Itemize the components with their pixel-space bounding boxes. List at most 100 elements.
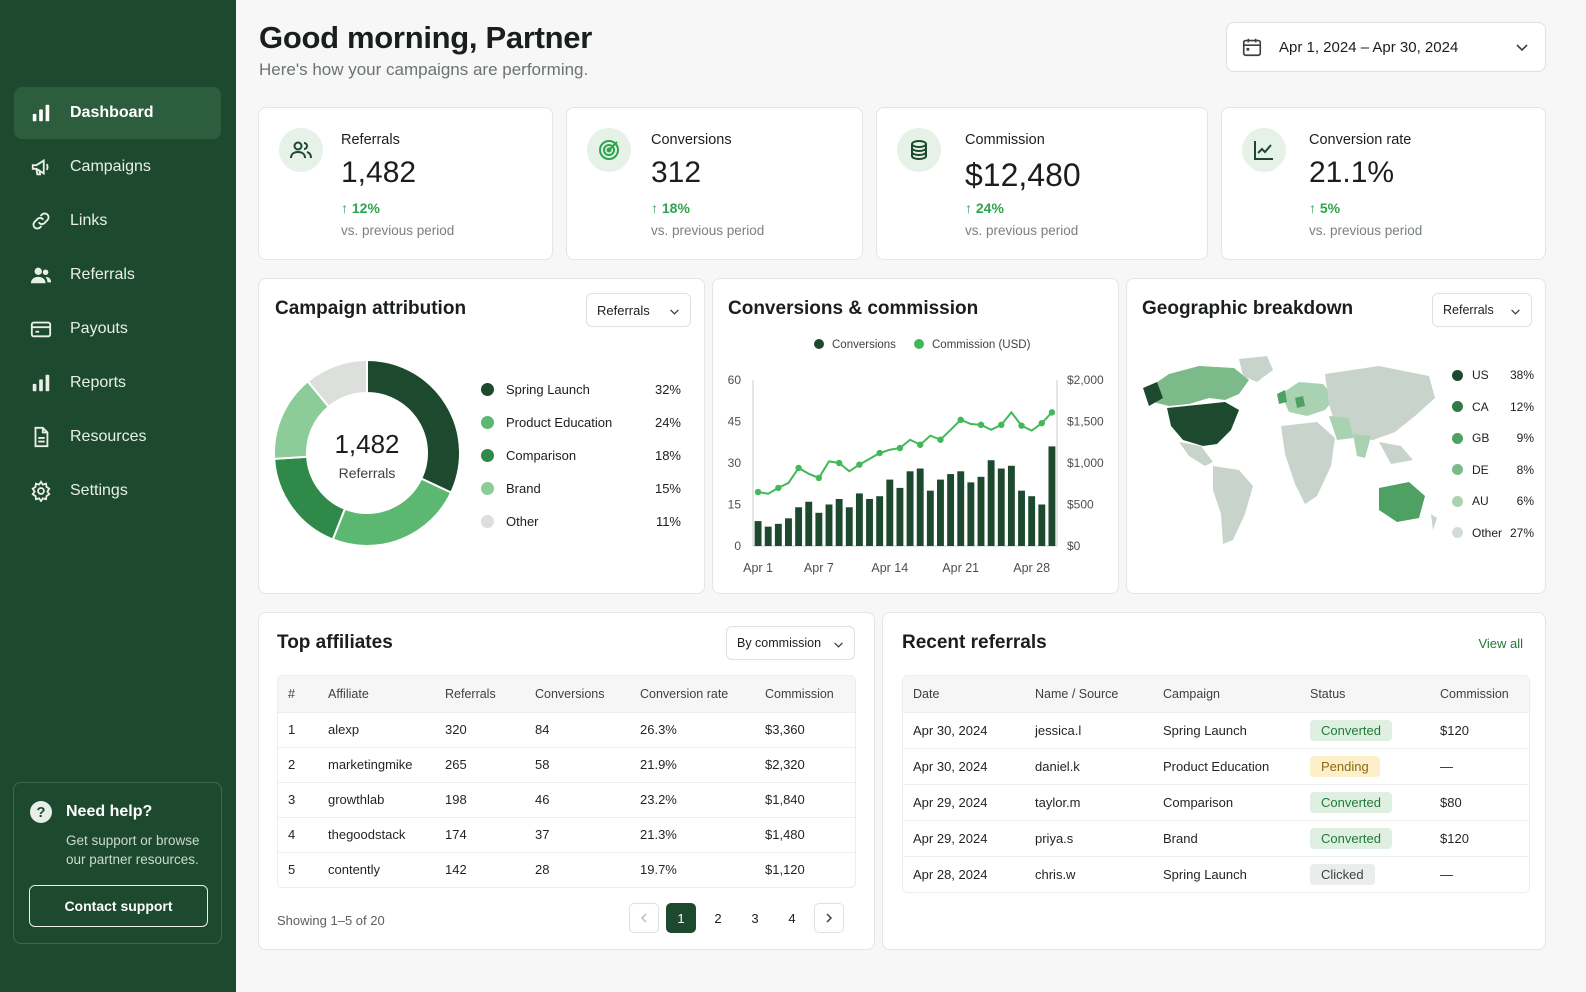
page-button[interactable]: 3 [751,910,759,926]
map-region-africa [1281,422,1335,504]
kpi-value: 312 [651,156,702,189]
arrow-up-icon: ↑ [1309,200,1320,216]
donut-slice [306,358,368,409]
table-row[interactable]: Apr 29, 2024 taylor.m Comparison Converted $… [903,783,1529,820]
line-chart-icon [1242,128,1286,172]
table-cell: Spring Launch [1153,711,1300,748]
legend-swatch [1452,464,1463,475]
table-cell: alexp [318,711,435,747]
affiliates-sort-select[interactable]: By commission [726,626,855,660]
table-cell: Spring Launch [1153,855,1300,892]
link-icon [32,212,50,230]
page-button[interactable]: 4 [788,910,796,926]
line-point [1038,419,1045,427]
column-header[interactable]: Status [1300,676,1430,712]
chevron-right-icon [826,913,833,923]
next-page-button[interactable] [814,903,844,933]
table-row[interactable]: Apr 30, 2024 jessica.l Spring Launch Conver… [903,711,1529,748]
sidebar-item-label: Payouts [70,320,128,337]
arrow-up-icon: ↑ [651,200,662,216]
column-header[interactable]: Affiliate [318,676,435,712]
table-row[interactable]: 4 thegoodstack 174 37 21.3% $1,480 [278,816,855,852]
geo-legend-item: AU 6% [1452,494,1534,508]
legend-swatch [914,339,924,349]
geo-legend-item: Other 27% [1452,526,1534,540]
sidebar-item-label: Referrals [70,266,135,283]
column-header[interactable]: Commission [1430,676,1529,712]
page-button[interactable]: 2 [714,910,722,926]
card-title: Conversions & commission [728,298,979,319]
column-header[interactable]: Conversions [525,676,630,712]
legend-swatch [1452,495,1463,507]
line-point [998,421,1005,429]
sidebar-item-referrals[interactable]: Referrals [14,249,221,301]
sidebar-item-payouts[interactable]: Payouts [14,303,221,355]
date-range-picker[interactable]: Apr 1, 2024 – Apr 30, 2024 [1226,22,1546,72]
legend-item: Product Education 24% [481,415,681,430]
column-header[interactable]: Name / Source [1025,676,1153,712]
kpi-delta-value: 12% [351,200,380,216]
map-region-europe [1281,382,1335,416]
legend-label: Conversions [832,339,896,351]
table-cell: Apr 29, 2024 [903,819,1025,856]
legend-label: Brand [506,481,541,496]
table-row[interactable]: 2 marketingmike 265 58 21.9% $2,320 [278,746,855,782]
kpi-note: vs. previous period [651,223,765,238]
sidebar-item-settings[interactable]: Settings [14,465,221,517]
column-header[interactable]: # [278,676,318,712]
table-cell: $2,320 [755,746,855,782]
sidebar-item-resources[interactable]: Resources [14,411,221,463]
legend-item: Other 11% [481,514,681,529]
column-header[interactable]: Referrals [435,676,525,712]
geo-percent: 38% [1509,368,1534,382]
sidebar-item-dashboard[interactable]: Dashboard [14,87,221,139]
sidebar-item-links[interactable]: Links [14,195,221,247]
page-button[interactable]: 1 [666,903,696,933]
table-row[interactable]: 5 contently 142 28 19.7% $1,120 [278,851,855,887]
table-row[interactable]: Apr 29, 2024 priya.s Brand Converted $120 [903,819,1529,856]
table-cell: daniel.k [1025,747,1153,784]
attribution-metric-select[interactable]: Referrals [586,293,691,327]
geo-metric-select[interactable]: Referrals [1432,293,1532,327]
bar [1018,490,1025,546]
x-tick-label: Apr 21 [942,561,979,575]
column-header[interactable]: Conversion rate [630,676,755,712]
table-row[interactable]: 3 growthlab 198 46 23.2% $1,840 [278,781,855,817]
affiliates-table-wrapper: # Affiliate Referrals Conversions Conversion… [277,675,856,888]
sidebar-item-campaigns[interactable]: Campaigns [14,141,221,193]
table-cell: 4 [278,816,318,852]
legend-swatch [1452,527,1463,538]
table-row[interactable]: 1 alexp 320 84 26.3% $3,360 [278,711,855,747]
arrow-up-icon: ↑ [341,200,352,216]
line-point [775,484,782,492]
table-header-row: # Affiliate Referrals Conversions Conversion… [278,676,855,712]
status-badge: Converted [1310,791,1392,813]
bar [987,460,995,546]
view-all-link[interactable]: View all [1478,636,1523,651]
table-cell: Converted [1300,819,1430,856]
kpi-note: vs. previous period [965,223,1079,238]
bar [916,468,924,546]
card-title: Campaign attribution [275,298,467,319]
x-tick-label: Apr 7 [804,561,834,575]
bar [845,507,853,546]
kpi-value: 21.1% [1309,156,1395,189]
column-header[interactable]: Date [903,676,1025,712]
column-header[interactable]: Campaign [1153,676,1300,712]
sidebar-item-reports[interactable]: Reports [14,357,221,409]
table-row[interactable]: Apr 28, 2024 chris.w Spring Launch Clicked — [903,855,1529,892]
legend-swatch [481,515,494,528]
chevron-down-icon [1516,44,1528,52]
geo-legend-item: CA 12% [1452,400,1534,414]
bar [785,518,792,546]
geo-legend-item: DE 8% [1452,463,1534,477]
table-cell: 21.3% [630,816,755,852]
legend-swatch [814,339,824,349]
geo-country: GB [1472,431,1490,445]
column-header[interactable]: Commission [755,676,855,712]
contact-support-button[interactable]: Contact support [29,885,208,927]
table-row[interactable]: Apr 30, 2024 daniel.k Product Education Pen… [903,747,1529,784]
previous-page-button[interactable] [629,903,659,933]
kpi-delta: ↑ 5% [1309,200,1340,216]
status-badge: Converted [1310,827,1392,849]
